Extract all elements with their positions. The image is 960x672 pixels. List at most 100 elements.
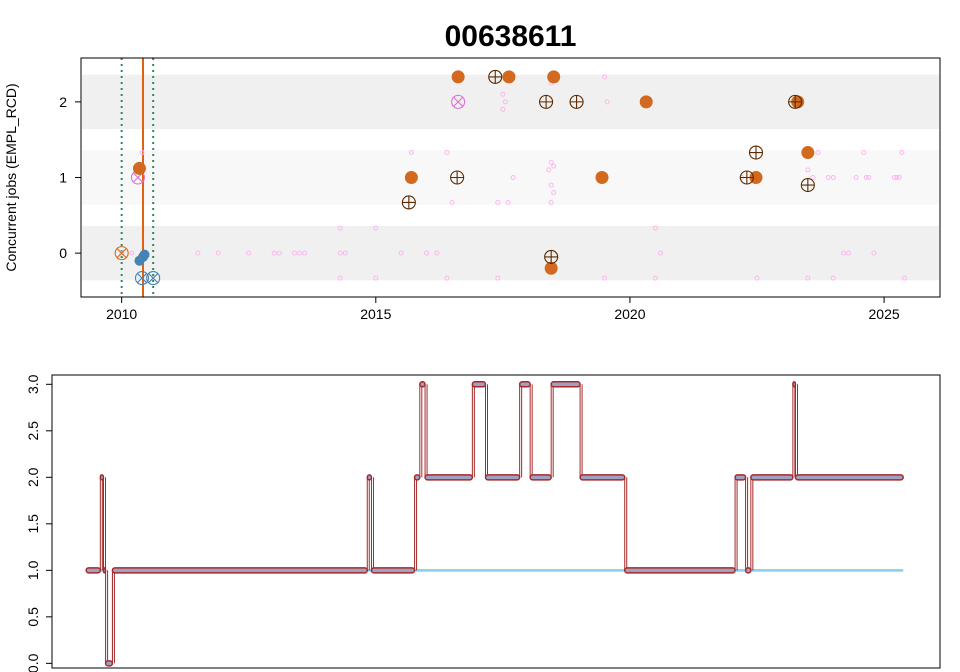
series-1-segment-0 <box>85 567 102 574</box>
crosshair-point-3-cross <box>788 95 802 109</box>
filled-orange-point-9 <box>801 146 815 160</box>
crosshair-point-9-cross <box>544 250 558 264</box>
pink-small-point-17 <box>408 150 414 156</box>
pink-small-point-10 <box>302 250 308 256</box>
bottom-lines <box>85 381 904 667</box>
series-1-segment-3 <box>104 660 114 667</box>
top-x-axis: 2010 2015 2020 2025 <box>106 296 900 322</box>
series-1-segment-5 <box>366 474 373 481</box>
circle-x-orange-point-0-x <box>116 248 127 259</box>
circle-x-orange-point-0-ring <box>114 246 129 261</box>
pink-small-point-18 <box>398 250 404 256</box>
pink-small-point-60 <box>896 175 902 180</box>
bottom-y-axis: 0.0 0.5 1.0 1.5 2.0 2.5 3.0 <box>25 374 52 672</box>
crosshair-point-4-cross <box>450 171 464 184</box>
pink-small-point-2 <box>139 150 145 156</box>
pink-small-point-41 <box>602 275 608 281</box>
filled-orange-point-10 <box>544 261 558 275</box>
crosshair-point-6-cross <box>749 146 763 160</box>
series-1-segment-18 <box>744 567 752 574</box>
pink-small-point-32 <box>548 159 554 165</box>
top-panel: 2010 2015 2020 2025 0 1 2 00638611 Concurrent… <box>3 20 941 322</box>
pink-small-point-46 <box>754 275 760 281</box>
pink-small-point-23 <box>449 199 455 205</box>
series-1-segment-10 <box>471 381 487 388</box>
top-y-axis: 0 1 2 <box>59 94 81 261</box>
crosshair-point-4 <box>450 170 465 185</box>
pink-small-point-49 <box>815 150 821 156</box>
pink-small-point-20 <box>434 250 440 256</box>
pink-small-point-15 <box>373 225 379 231</box>
pink-small-point-39 <box>602 74 608 80</box>
pink-small-point-58 <box>891 175 897 180</box>
pink-small-point-34 <box>548 182 554 188</box>
pink-small-point-57 <box>871 250 877 256</box>
circle-x-violet-point-0-x <box>453 96 464 107</box>
pink-small-point-14 <box>337 275 343 281</box>
series-1-segment-11 <box>484 474 521 481</box>
pink-small-point-26 <box>502 99 508 105</box>
circle-x-blue-point-1-ring <box>146 271 161 286</box>
band-1 <box>82 150 939 205</box>
pink-small-point-8 <box>291 250 297 256</box>
bottom-y-tick-label-0: 0.0 <box>25 653 41 672</box>
filled-orange-point-5 <box>595 171 609 184</box>
series-1-segment-7 <box>413 474 421 481</box>
filled-orange-point-6 <box>639 95 653 109</box>
circle-x-blue-point-1 <box>146 271 161 286</box>
crosshair-point-0-cross <box>488 70 502 84</box>
pink-small-point-51 <box>830 175 836 180</box>
pink-small-point-28 <box>505 199 511 205</box>
y-tick-label-2: 2 <box>59 94 67 110</box>
crosshair-point-1 <box>539 94 554 109</box>
circle-x-violet-point-0-ring <box>451 94 466 109</box>
bottom-y-tick-label-6: 3.0 <box>25 374 41 394</box>
pink-small-point-55 <box>863 175 869 180</box>
series-1-segment-16 <box>623 567 736 574</box>
series-1-segment-9 <box>424 474 474 481</box>
pink-small-point-16 <box>373 275 379 281</box>
bottom-y-tick-label-1: 0.5 <box>25 607 41 627</box>
crosshair-point-0 <box>488 69 503 84</box>
pink-small-point-11 <box>337 250 343 256</box>
pink-small-point-53 <box>853 175 859 180</box>
crosshair-point-5-cross <box>740 171 754 184</box>
pink-small-point-30 <box>495 275 501 281</box>
pink-small-point-47 <box>805 167 811 173</box>
crosshair-point-2-cross <box>570 95 584 109</box>
pink-small-point-33 <box>551 163 557 169</box>
bottom-y-tick-label-5: 2.5 <box>25 421 41 441</box>
pink-small-point-64 <box>805 275 811 281</box>
pink-small-point-24 <box>495 199 501 205</box>
pink-small-point-31 <box>546 167 552 173</box>
pink-small-point-62 <box>901 275 907 281</box>
pink-small-point-52 <box>840 250 846 256</box>
pink-small-point-36 <box>548 199 554 205</box>
crosshair-point-2 <box>569 94 584 109</box>
series-1-segment-6 <box>370 567 416 574</box>
series-1-segment-15 <box>579 474 626 481</box>
y-axis-label: Concurrent jobs (EMPL_RCD) <box>3 83 19 271</box>
pink-small-point-13 <box>337 225 343 231</box>
pink-small-point-44 <box>657 250 663 256</box>
pink-small-point-1 <box>129 250 135 256</box>
crosshair-point-7-cross <box>402 195 416 209</box>
pink-small-point-9 <box>297 250 303 256</box>
bottom-y-tick-label-3: 1.5 <box>25 514 41 534</box>
x-tick-label-0: 2010 <box>106 306 137 322</box>
filled-orange-point-4 <box>404 171 418 184</box>
series-1-segment-13 <box>529 474 552 481</box>
filled-blue-point-2 <box>138 251 149 262</box>
series-1-segment-21 <box>794 474 904 481</box>
pink-small-point-48 <box>810 175 816 180</box>
pink-small-point-61 <box>899 150 905 156</box>
pink-small-point-0 <box>119 250 125 256</box>
crosshair-point-1-cross <box>539 95 553 109</box>
crosshair-point-9 <box>544 249 559 264</box>
series-1-segment-17 <box>734 474 747 481</box>
top-points <box>114 69 907 286</box>
pink-small-point-42 <box>652 225 658 231</box>
pink-small-point-43 <box>652 275 658 281</box>
crosshair-point-3 <box>788 94 803 109</box>
pink-small-point-6 <box>271 250 277 256</box>
